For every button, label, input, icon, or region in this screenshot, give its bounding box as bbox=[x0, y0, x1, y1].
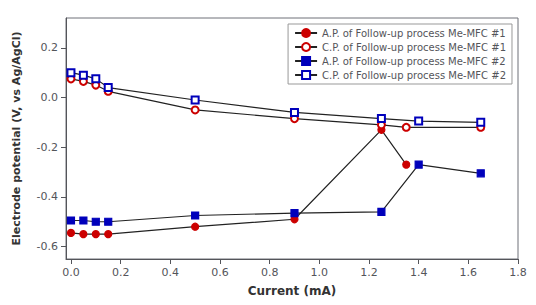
svg-text:-0.2: -0.2 bbox=[37, 141, 58, 154]
svg-text:0.2: 0.2 bbox=[41, 41, 59, 54]
svg-text:A.P. of Follow-up process Me-M: A.P. of Follow-up process Me-MFC #2 bbox=[322, 56, 506, 67]
svg-text:1.2: 1.2 bbox=[360, 266, 378, 279]
svg-text:A.P. of Follow-up process Me-M: A.P. of Follow-up process Me-MFC #1 bbox=[322, 28, 506, 39]
svg-text:Electrode potential (V, vs Ag/: Electrode potential (V, vs Ag/AgCl) bbox=[10, 31, 23, 245]
svg-text:0.8: 0.8 bbox=[261, 266, 279, 279]
svg-text:0.2: 0.2 bbox=[112, 266, 129, 279]
svg-text:-0.6: -0.6 bbox=[37, 240, 58, 253]
svg-text:0.4: 0.4 bbox=[162, 266, 180, 279]
svg-text:Current (mA): Current (mA) bbox=[248, 284, 337, 298]
svg-text:C.P. of Follow-up process Me-M: C.P. of Follow-up process Me-MFC #1 bbox=[322, 42, 506, 53]
svg-text:0.6: 0.6 bbox=[211, 266, 229, 279]
svg-text:1.0: 1.0 bbox=[311, 266, 329, 279]
svg-text:0.0: 0.0 bbox=[41, 91, 59, 104]
svg-text:1.8: 1.8 bbox=[509, 266, 527, 279]
svg-text:1.4: 1.4 bbox=[410, 266, 428, 279]
svg-text:C.P. of Follow-up process Me-M: C.P. of Follow-up process Me-MFC #2 bbox=[322, 70, 506, 81]
svg-text:1.6: 1.6 bbox=[460, 266, 478, 279]
svg-text:-0.4: -0.4 bbox=[37, 190, 58, 203]
svg-text:0.0: 0.0 bbox=[62, 266, 80, 279]
